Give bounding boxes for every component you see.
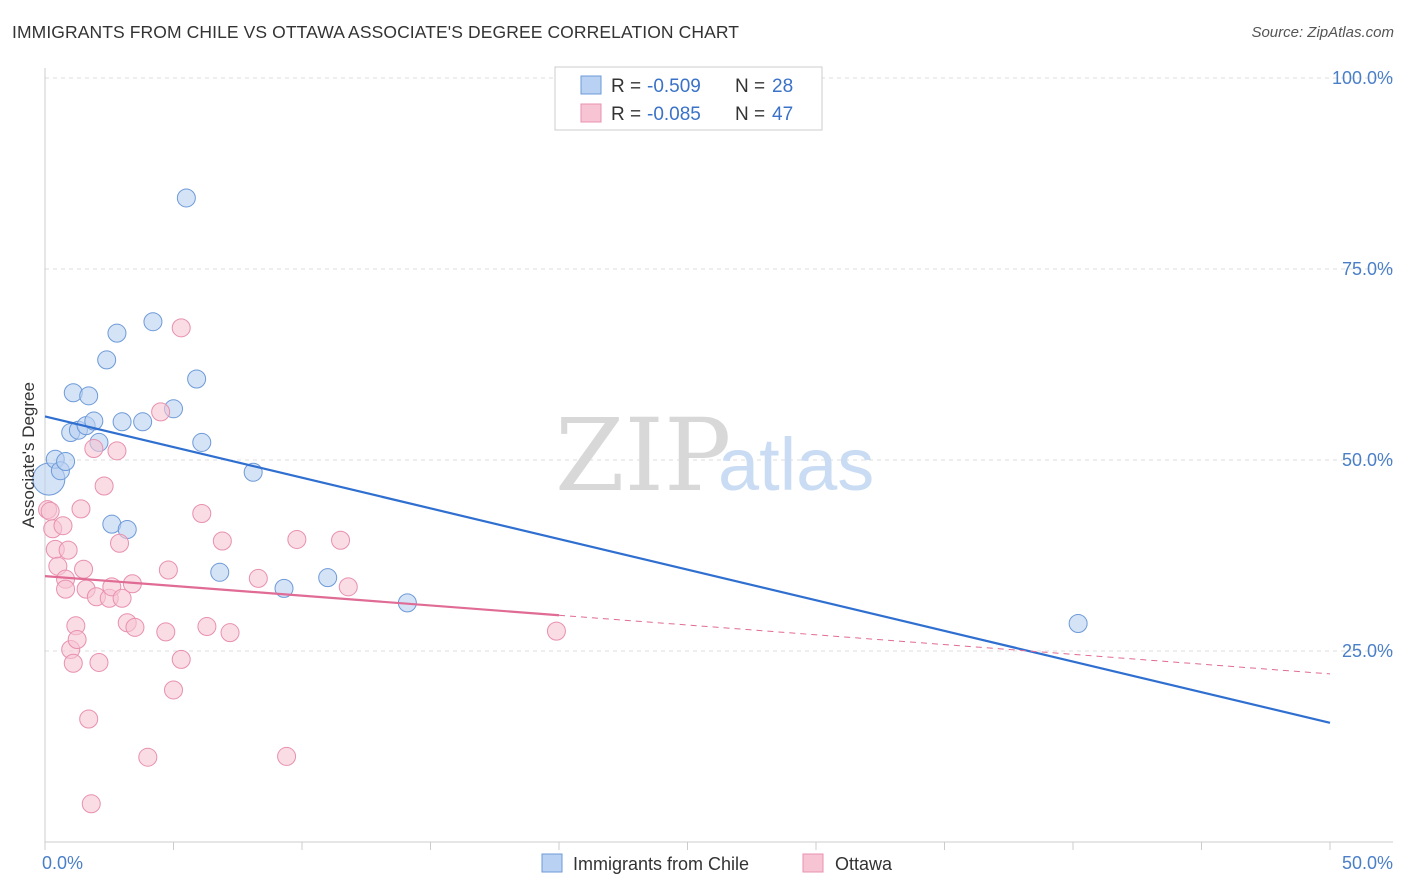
ottawa-point <box>40 501 60 521</box>
points-layer <box>32 188 1088 814</box>
chile-trend-line <box>44 415 1331 724</box>
series-legend-swatch-pink <box>802 853 824 873</box>
watermark-atlas: atlas <box>718 423 874 506</box>
y-axis-label: Associate's Degree <box>19 382 38 528</box>
ottawa-point <box>112 588 132 608</box>
ottawa-point <box>151 402 171 422</box>
ottawa-point <box>171 649 191 669</box>
chile-point <box>79 386 99 406</box>
ottawa-point <box>94 476 114 496</box>
chile-point <box>56 452 76 472</box>
legend-r-label-1: R = <box>611 76 641 97</box>
ottawa-trend-extension <box>558 614 1331 675</box>
chile-point <box>84 411 104 431</box>
legend-n-value-2: 47 <box>772 104 793 125</box>
ottawa-point <box>248 568 268 588</box>
chile-point <box>318 568 338 588</box>
ottawa-point <box>171 318 191 338</box>
chart-title: IMMIGRANTS FROM CHILE VS OTTAWA ASSOCIAT… <box>12 22 740 42</box>
y-tick-label: 100.0% <box>1332 68 1393 88</box>
x-tick-label-min: 0.0% <box>42 853 83 873</box>
ottawa-point <box>81 794 101 814</box>
ottawa-point <box>89 652 109 672</box>
chile-point <box>192 432 212 452</box>
chile-point <box>1068 613 1088 633</box>
legend-r-label-2: R = <box>611 104 641 125</box>
ottawa-point <box>74 559 94 579</box>
series-legend-swatch-blue <box>541 853 563 873</box>
ottawa-point <box>56 579 76 599</box>
ottawa-point <box>110 533 130 553</box>
ottawa-point <box>338 577 358 597</box>
ottawa-point <box>79 709 99 729</box>
ottawa-point <box>546 621 566 641</box>
ottawa-point <box>156 622 176 642</box>
axis-layer: 25.0% 50.0% 75.0% 100.0% <box>44 68 1393 850</box>
ottawa-point <box>164 680 183 700</box>
ottawa-point <box>220 623 240 643</box>
ottawa-point <box>212 531 232 551</box>
y-tick-label: 25.0% <box>1342 641 1393 661</box>
watermark-zip: ZIP <box>555 397 731 514</box>
chile-point <box>63 383 83 403</box>
chile-point <box>210 562 230 582</box>
chile-point <box>97 350 117 370</box>
correlation-legend: R = -0.509 N = 28 R = -0.085 N = 47 <box>554 66 823 131</box>
chile-point <box>274 578 294 598</box>
legend-n-label-1: N = <box>735 76 765 97</box>
ottawa-point <box>287 529 307 549</box>
y-tick-label: 75.0% <box>1342 259 1393 279</box>
ottawa-point <box>192 503 212 523</box>
chile-point <box>187 369 207 389</box>
legend-r-value-1: -0.509 <box>647 76 701 97</box>
series-legend-label-2: Ottawa <box>835 854 893 874</box>
source-label: Source: ZipAtlas.com <box>1251 24 1394 41</box>
chile-point <box>112 412 132 432</box>
ottawa-point <box>331 530 351 550</box>
chile-point <box>143 312 163 332</box>
chile-point <box>107 323 127 343</box>
ottawa-point <box>197 617 217 637</box>
series-legend: Immigrants from Chile Ottawa <box>541 853 893 874</box>
grid-layer <box>45 77 1393 652</box>
legend-swatch-pink <box>580 103 602 123</box>
legend-n-label-2: N = <box>735 104 765 125</box>
chile-point <box>133 412 153 432</box>
ottawa-point <box>107 441 127 461</box>
ottawa-point <box>138 747 158 767</box>
y-tick-label: 50.0% <box>1342 450 1393 470</box>
ottawa-trend-line <box>44 575 560 617</box>
ottawa-point <box>84 439 104 459</box>
ottawa-point <box>125 617 145 637</box>
ottawa-point <box>63 653 83 673</box>
x-tick-label-max: 50.0% <box>1342 853 1393 873</box>
ottawa-point <box>158 560 178 580</box>
ottawa-point <box>58 540 78 560</box>
ottawa-point <box>67 630 87 650</box>
legend-swatch-blue <box>580 75 602 95</box>
ottawa-point <box>71 499 91 519</box>
chile-point <box>176 188 196 208</box>
series-legend-label-1: Immigrants from Chile <box>573 854 749 874</box>
ottawa-point <box>53 516 73 536</box>
legend-n-value-1: 28 <box>772 76 793 97</box>
ottawa-point <box>277 746 297 766</box>
legend-r-value-2: -0.085 <box>647 104 701 125</box>
trend-layer <box>44 415 1331 724</box>
